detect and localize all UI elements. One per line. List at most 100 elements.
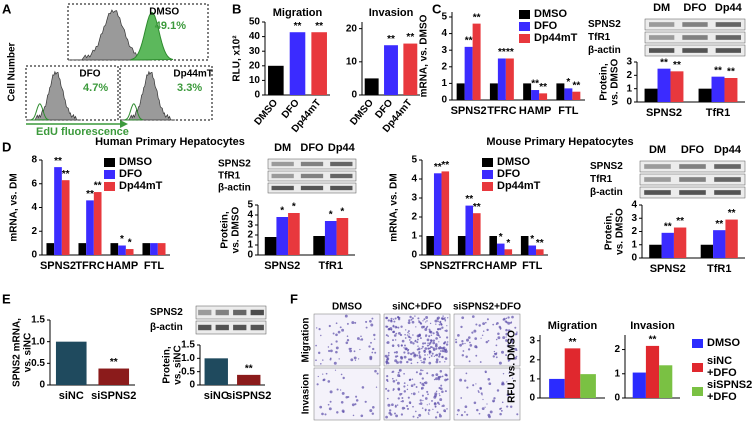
cell-dot: [446, 325, 448, 327]
cell-dot: [424, 381, 428, 385]
bar: [489, 83, 498, 100]
y-tick-label: 5: [411, 155, 417, 166]
cell-dot: [388, 327, 391, 330]
bar: [384, 45, 398, 95]
blot-band: [271, 161, 294, 167]
y-tick-label: 1: [529, 374, 535, 385]
y-tick-label: 4: [631, 200, 637, 211]
cell-dot: [505, 336, 507, 338]
cell-dot: [315, 359, 317, 362]
cell-dot: [505, 328, 508, 332]
y-tick-label: 0: [189, 380, 195, 391]
x-tick-label: SPNS2: [420, 260, 456, 272]
micrograph: [313, 367, 381, 421]
cell-dot: [430, 354, 433, 357]
cell-dot: [446, 341, 449, 343]
x-tick-label: HAMP: [519, 105, 551, 117]
significance-label: **: [387, 34, 395, 45]
cell-dot: [442, 404, 445, 408]
cell-dot: [423, 318, 426, 321]
significance-label: **: [664, 221, 672, 232]
cell-dot: [428, 335, 431, 338]
y-axis-label: Protein,vs. DMSO: [598, 58, 620, 105]
cell-dot: [340, 373, 343, 376]
cell-dot: [416, 338, 419, 341]
y-tick-label: 3: [441, 45, 447, 56]
cell-dot: [496, 322, 499, 325]
panel-letter: B: [232, 1, 241, 16]
y-axis-label: Protein,vs. DMSO: [219, 206, 241, 253]
cell-dot: [419, 399, 422, 402]
blot-row-label: β-actin: [218, 183, 251, 194]
y-tick-label: 3: [631, 213, 637, 224]
cell-dot: [397, 371, 400, 374]
cell-dot: [407, 321, 411, 325]
significance-label: *: [292, 202, 296, 213]
cell-dot: [509, 405, 513, 409]
cell-dot: [485, 340, 489, 344]
panel-letter: E: [2, 291, 11, 306]
legend-label: DMSO: [534, 8, 567, 20]
cell-dot: [417, 345, 419, 347]
cell-dot: [374, 351, 377, 354]
cell-dot: [398, 332, 401, 335]
cell-dot: [475, 323, 478, 326]
x-tick-label: SPNS2: [451, 105, 487, 117]
cell-dot: [401, 397, 404, 399]
bar: [364, 78, 379, 95]
cell-dot: [443, 342, 446, 345]
cell-dot: [515, 349, 518, 352]
cell-dot: [316, 327, 318, 329]
cell-dot: [440, 323, 443, 326]
cell-dot: [341, 391, 345, 395]
cell-dot: [324, 413, 327, 416]
bar: [725, 219, 738, 258]
cell-dot: [480, 392, 483, 395]
cell-dot: [478, 324, 481, 327]
cell-dot: [392, 325, 395, 328]
cell-dot: [412, 415, 415, 418]
legend-swatch: [482, 158, 493, 167]
y-tick-label: 1: [626, 83, 632, 94]
x-tick-label: siNC: [204, 390, 229, 402]
bar: [700, 244, 714, 258]
blot-strip: [195, 305, 267, 320]
cell-dot: [419, 372, 422, 376]
cell-dot: [412, 392, 416, 396]
panel-letter: A: [2, 1, 12, 16]
cell-dot: [392, 379, 396, 383]
blot-band: [250, 324, 264, 331]
cell-dot: [479, 361, 482, 363]
cell-dot: [359, 339, 361, 341]
blot-row-label: β-actin: [590, 187, 623, 198]
bar: [539, 93, 548, 100]
cell-dot: [444, 390, 447, 393]
cell-dot: [393, 320, 396, 323]
cell-dot: [437, 320, 439, 323]
blot-band: [215, 309, 229, 316]
cell-dot: [441, 349, 445, 353]
y-tick-label: 0: [441, 95, 447, 106]
cell-dot: [457, 334, 460, 337]
bar: [288, 213, 300, 255]
cell-dot: [492, 400, 494, 403]
cell-dot: [385, 360, 389, 364]
cell-dot: [421, 407, 424, 409]
cell-dot: [427, 342, 429, 345]
cell-dot: [511, 391, 513, 394]
significance-label: *: [530, 234, 534, 245]
cell-dot: [412, 405, 414, 408]
cell-dot: [441, 390, 444, 393]
legend-label: DMSO: [707, 337, 740, 349]
cell-dot: [482, 398, 484, 401]
y-tick-label: 3: [411, 193, 417, 204]
cell-dot: [317, 375, 319, 378]
panel-letter: D: [2, 139, 11, 154]
flow-arrowhead: [120, 120, 128, 128]
blot-row-label: TfR1: [588, 32, 611, 43]
cell-dot: [496, 389, 500, 392]
significance-label: *: [566, 77, 570, 88]
bar: [125, 249, 134, 255]
cell-dot: [474, 337, 478, 340]
